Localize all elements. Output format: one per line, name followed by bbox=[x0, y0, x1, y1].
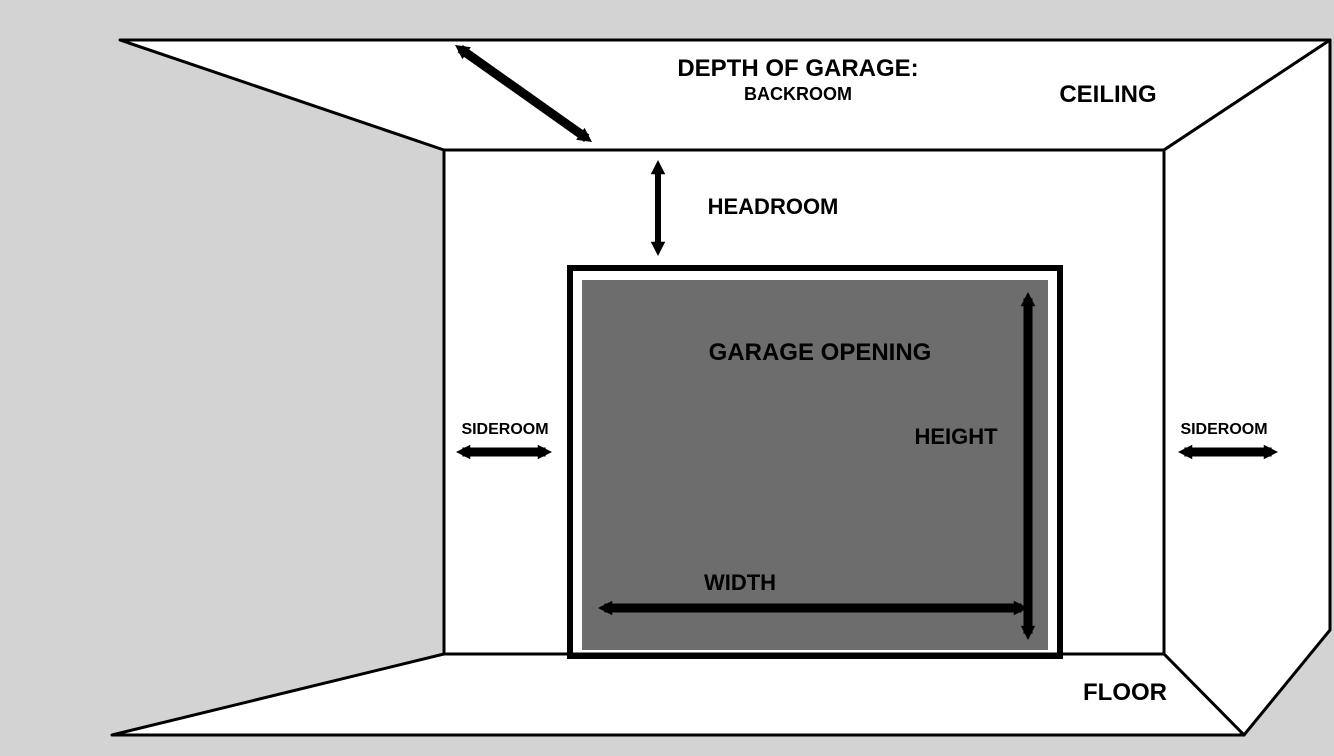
height-label: HEIGHT bbox=[914, 424, 998, 449]
garage-opening-label: GARAGE OPENING bbox=[709, 339, 932, 366]
sideroom-left-label: SIDEROOM bbox=[461, 421, 548, 438]
ceiling-label: CEILING bbox=[1059, 81, 1156, 108]
headroom-label: HEADROOM bbox=[708, 194, 839, 219]
width-label: WIDTH bbox=[704, 570, 776, 595]
depth-sub-label: BACKROOM bbox=[744, 84, 852, 104]
garage-opening bbox=[582, 280, 1048, 650]
right-wall-plane bbox=[1164, 40, 1330, 735]
floor-label: FLOOR bbox=[1083, 679, 1167, 706]
sideroom-right-label: SIDEROOM bbox=[1180, 421, 1267, 438]
depth-title-label: DEPTH OF GARAGE: bbox=[677, 55, 918, 82]
